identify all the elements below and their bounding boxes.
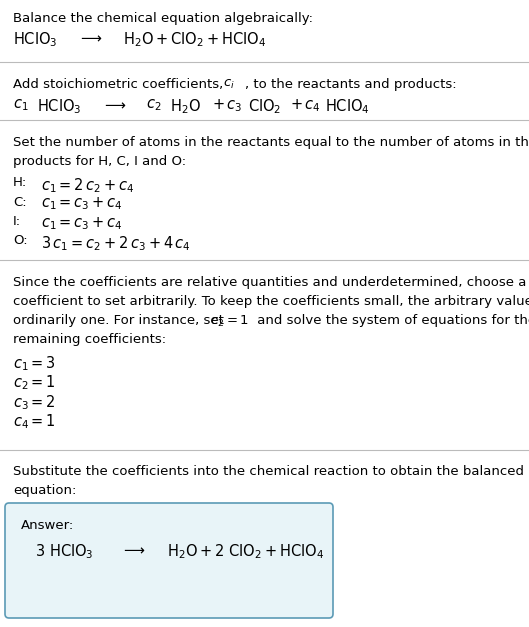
Text: Since the coefficients are relative quantities and underdetermined, choose a: Since the coefficients are relative quan… [13, 276, 526, 289]
Text: Balance the chemical equation algebraically:: Balance the chemical equation algebraica… [13, 12, 313, 25]
Text: $\longrightarrow$: $\longrightarrow$ [102, 97, 127, 112]
Text: $c_1 = 2\,c_2 + c_4$: $c_1 = 2\,c_2 + c_4$ [41, 176, 134, 195]
Text: $\longrightarrow$: $\longrightarrow$ [121, 542, 146, 557]
Text: $\mathrm{HClO_3}$: $\mathrm{HClO_3}$ [13, 30, 58, 49]
Text: Set the number of atoms in the reactants equal to the number of atoms in the: Set the number of atoms in the reactants… [13, 136, 529, 149]
Text: $c_i$: $c_i$ [223, 78, 235, 91]
Text: $c_1 = c_3 + c_4$: $c_1 = c_3 + c_4$ [41, 196, 123, 212]
Text: $+\,c_4$: $+\,c_4$ [290, 97, 321, 113]
Text: C:: C: [13, 196, 26, 209]
Text: $\mathrm{HClO_3}$: $\mathrm{HClO_3}$ [37, 97, 81, 116]
Text: $\mathrm{ClO_2}$: $\mathrm{ClO_2}$ [248, 97, 281, 116]
Text: $\longrightarrow$: $\longrightarrow$ [78, 30, 103, 45]
Text: coefficient to set arbitrarily. To keep the coefficients small, the arbitrary va: coefficient to set arbitrarily. To keep … [13, 295, 529, 308]
Text: $\mathrm{H_2O + ClO_2 + HClO_4}$: $\mathrm{H_2O + ClO_2 + HClO_4}$ [123, 30, 266, 49]
Text: O:: O: [13, 234, 28, 248]
Text: I:: I: [13, 215, 21, 228]
Text: Answer:: Answer: [21, 519, 74, 532]
Text: $3\,c_1 = c_2 + 2\,c_3 + 4\,c_4$: $3\,c_1 = c_2 + 2\,c_3 + 4\,c_4$ [41, 234, 191, 253]
Text: $3\ \mathrm{HClO_3}$: $3\ \mathrm{HClO_3}$ [35, 542, 94, 561]
Text: $\mathrm{HClO_4}$: $\mathrm{HClO_4}$ [325, 97, 370, 116]
Text: equation:: equation: [13, 484, 76, 497]
Text: $c_1 = 3$: $c_1 = 3$ [13, 354, 56, 372]
Text: H:: H: [13, 176, 28, 189]
Text: Substitute the coefficients into the chemical reaction to obtain the balanced: Substitute the coefficients into the che… [13, 465, 524, 478]
Text: , to the reactants and products:: , to the reactants and products: [245, 78, 457, 91]
Text: ordinarily one. For instance, set: ordinarily one. For instance, set [13, 314, 228, 327]
Text: $c_2 = 1$: $c_2 = 1$ [210, 314, 249, 329]
Text: $c_2$: $c_2$ [146, 97, 161, 113]
Text: remaining coefficients:: remaining coefficients: [13, 333, 166, 346]
Text: $c_1$: $c_1$ [13, 97, 29, 113]
Text: $\mathrm{H_2O + 2\ ClO_2 + HClO_4}$: $\mathrm{H_2O + 2\ ClO_2 + HClO_4}$ [167, 542, 324, 561]
Text: $c_3 = 2$: $c_3 = 2$ [13, 393, 56, 412]
Text: and solve the system of equations for the: and solve the system of equations for th… [253, 314, 529, 327]
Text: $c_1 = c_3 + c_4$: $c_1 = c_3 + c_4$ [41, 215, 123, 232]
Text: $c_2 = 1$: $c_2 = 1$ [13, 374, 56, 393]
Text: products for H, C, I and O:: products for H, C, I and O: [13, 155, 186, 168]
FancyBboxPatch shape [5, 503, 333, 618]
Text: $\mathrm{H_2O}$: $\mathrm{H_2O}$ [170, 97, 201, 116]
Text: $+\,c_3$: $+\,c_3$ [212, 97, 242, 113]
Text: Add stoichiometric coefficients,: Add stoichiometric coefficients, [13, 78, 227, 91]
Text: $c_4 = 1$: $c_4 = 1$ [13, 413, 56, 431]
